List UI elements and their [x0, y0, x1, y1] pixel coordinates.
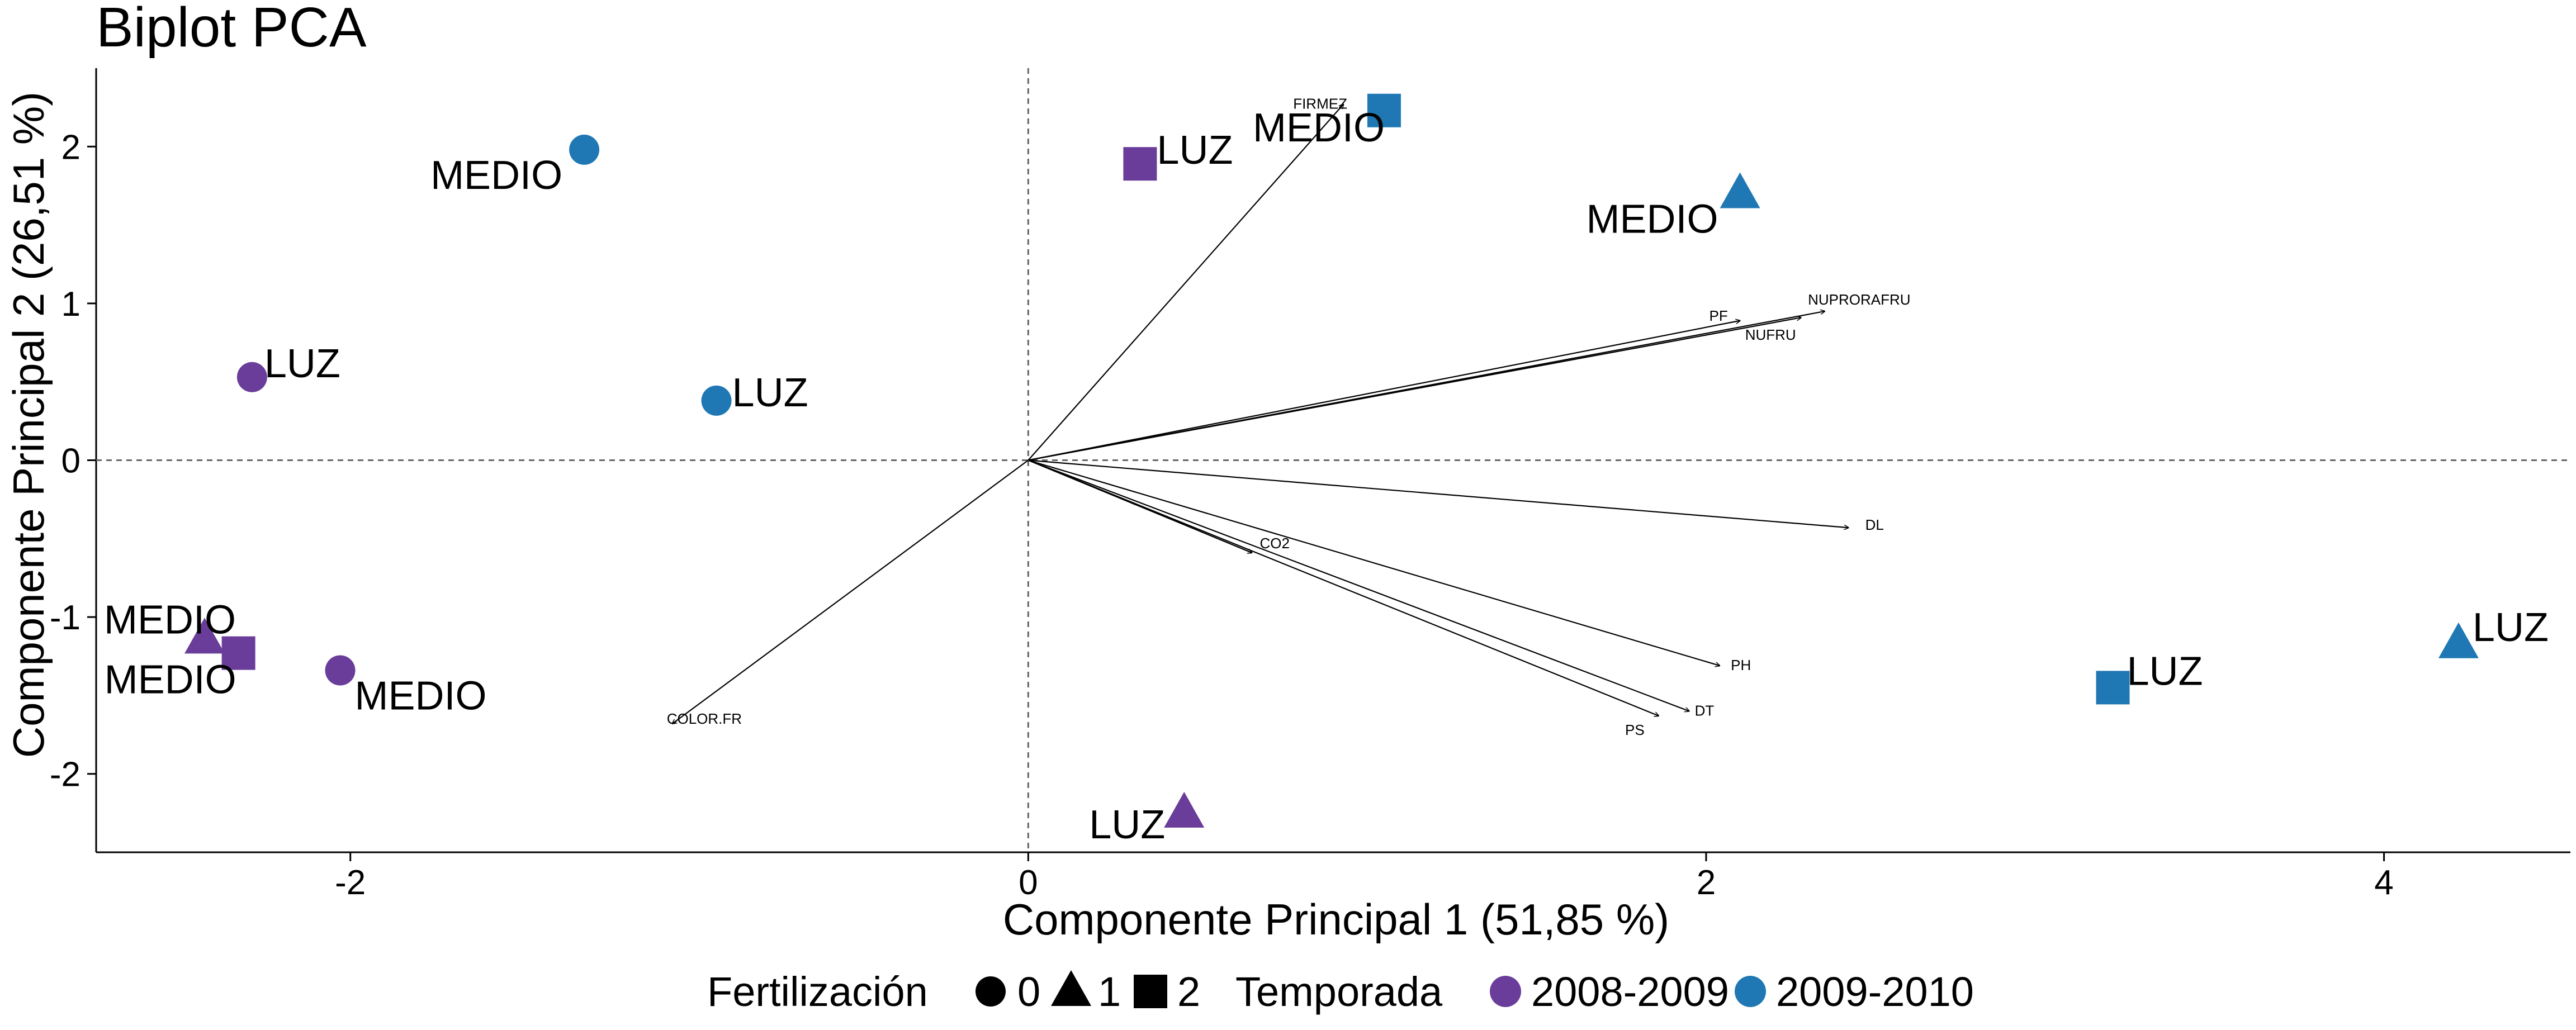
loading-arrow [1027, 105, 1343, 461]
loading-arrow [1028, 321, 1740, 461]
loading-arrow [1028, 317, 1801, 461]
legend-label-fertilizacion: 0 [1017, 969, 1040, 1015]
legend: Fertilización 0 1 2 Temporada 2008-2009 2009-2… [707, 969, 1974, 1015]
point-marker [236, 362, 267, 392]
point-marker [1367, 93, 1401, 127]
loading-label: PH [1731, 657, 1751, 673]
loading-label: NUFRU [1745, 326, 1796, 343]
point-label: LUZ [264, 341, 340, 386]
loading-arrow [673, 459, 1029, 724]
point-marker [569, 134, 600, 165]
loading-label: DT [1695, 702, 1715, 719]
loading-vectors: FIRMEZ PF NUPRORAFRU NUFRU DL CO2 PH DT PS COLOR.… [667, 96, 1911, 738]
legend-key-fertilizacion [1134, 975, 1167, 1008]
loading-arrow [1027, 459, 1689, 711]
loading-label: CO2 [1259, 535, 1289, 552]
loading-arrow [1028, 459, 1848, 528]
point-marker [184, 618, 225, 654]
point-label: MEDIO [355, 674, 487, 719]
y-tick-label: -2 [50, 756, 80, 794]
point-marker [221, 636, 255, 670]
y-tick-label: 0 [61, 442, 80, 481]
point-label: MEDIO [104, 597, 236, 642]
y-tick-label: 1 [61, 285, 80, 324]
loading-label: PS [1625, 722, 1645, 738]
legend-key-temporada [1735, 976, 1766, 1007]
loading-label: FIRMEZ [1293, 96, 1347, 112]
loading-label: PF [1710, 307, 1728, 324]
axes: -2 0 2 4 -2 -1 0 1 2 [50, 68, 2570, 902]
legend-label-temporada: 2008-2009 [1531, 969, 1729, 1015]
point-label: MEDIO [430, 153, 562, 198]
score-points: MEDIO LUZ LUZ MEDIO MEDIO MEDIO LUZ MEDIO MEDIO L… [104, 93, 2549, 847]
legend-title-temporada: Temporada [1235, 969, 1443, 1015]
loading-arrow [1028, 459, 1720, 666]
x-tick-label: -2 [335, 863, 366, 902]
point-marker [1720, 172, 1760, 208]
loading-label: DL [1865, 516, 1884, 533]
x-axis-title: Componente Principal 1 (51,85 %) [1003, 895, 1669, 944]
legend-label-fertilizacion: 2 [1177, 969, 1200, 1015]
loading-label: NUPRORAFRU [1808, 291, 1910, 308]
y-axis-title: Componente Principal 2 (26,51 %) [4, 92, 53, 758]
point-label: LUZ [2127, 649, 2203, 694]
legend-label-temporada: 2009-2010 [1776, 969, 1974, 1015]
point-marker [2438, 622, 2479, 658]
point-marker [1164, 791, 1205, 828]
legend-key-temporada [1490, 976, 1521, 1007]
point-label: MEDIO [1253, 106, 1385, 150]
point-label: LUZ [732, 371, 808, 415]
loading-arrow [1027, 459, 1659, 716]
point-label: MEDIO [105, 658, 236, 703]
point-label: MEDIO [1587, 197, 1718, 241]
point-marker [325, 655, 356, 686]
loading-label: COLOR.FR [667, 710, 742, 727]
legend-label-fertilizacion: 1 [1098, 969, 1121, 1015]
point-label: LUZ [1089, 803, 1165, 847]
point-marker [2096, 671, 2130, 705]
y-tick-label: -1 [50, 599, 80, 637]
chart-title: Biplot PCA [96, 0, 367, 59]
point-label: LUZ [1157, 128, 1233, 173]
x-tick-label: 4 [2374, 863, 2393, 902]
legend-key-fertilizacion [1051, 970, 1091, 1006]
point-label: LUZ [2473, 605, 2549, 650]
point-marker [701, 385, 732, 416]
point-marker [1123, 147, 1157, 181]
legend-key-fertilizacion [976, 976, 1006, 1007]
x-tick-label: 0 [1019, 863, 1038, 902]
legend-title-fertilizacion: Fertilización [707, 969, 928, 1015]
y-tick-label: 2 [61, 128, 80, 167]
x-tick-label: 2 [1697, 863, 1716, 902]
